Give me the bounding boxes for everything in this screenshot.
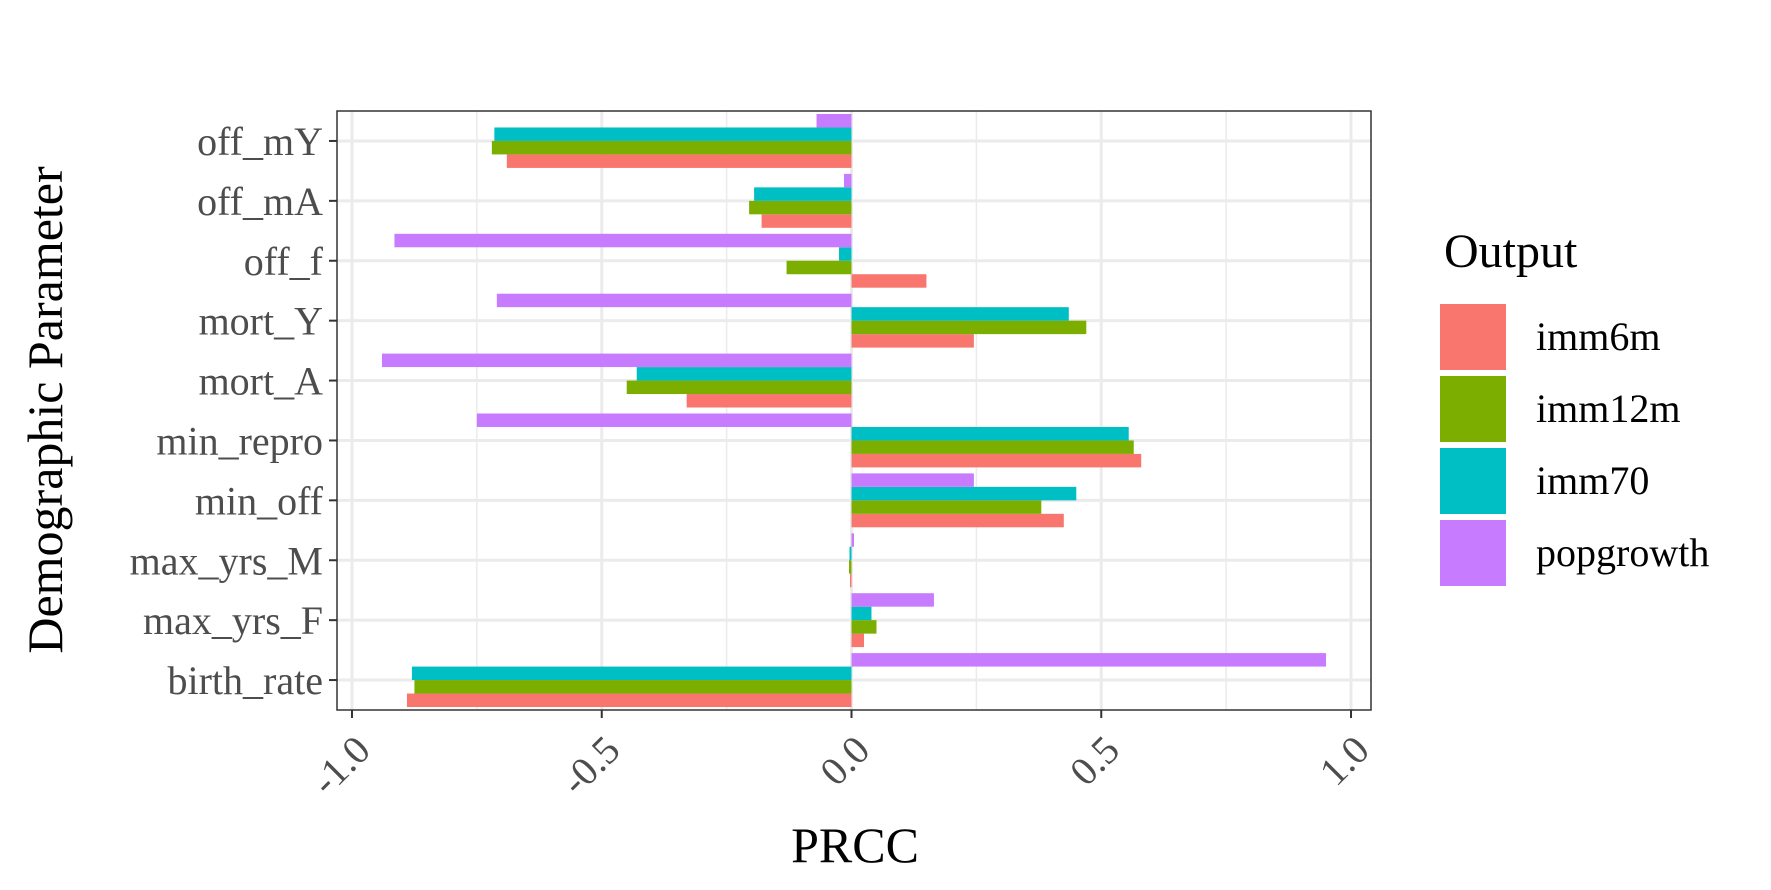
y-axis-title: Demographic Parameter bbox=[17, 166, 73, 654]
bar-birth_rate-popgrowth bbox=[851, 653, 1327, 667]
y-tick-label: min_off bbox=[195, 478, 324, 523]
bar-off_mY-imm12m bbox=[491, 140, 852, 155]
legend-key-imm70 bbox=[1440, 448, 1506, 514]
bar-min_off-popgrowth bbox=[851, 473, 974, 487]
bar-off_mA-popgrowth bbox=[844, 173, 852, 188]
y-tick-label: off_mY bbox=[197, 119, 323, 164]
bar-min_off-imm12m bbox=[851, 500, 1042, 514]
bar-mort_Y-imm6m bbox=[851, 334, 974, 348]
bar-mort_A-imm12m bbox=[626, 380, 852, 395]
legend-key-popgrowth bbox=[1440, 520, 1506, 586]
y-tick-label: off_mA bbox=[197, 179, 323, 224]
legend-label-imm6m: imm6m bbox=[1536, 314, 1660, 359]
bar-birth_rate-imm6m bbox=[406, 693, 852, 708]
bar-off_mA-imm12m bbox=[749, 200, 852, 215]
bar-off_f-imm12m bbox=[786, 260, 852, 275]
bar-off_mY-imm6m bbox=[506, 154, 852, 168]
x-axis-title: PRCC bbox=[791, 817, 919, 873]
bar-min_off-imm6m bbox=[851, 513, 1064, 528]
bar-mort_A-imm70 bbox=[636, 367, 852, 381]
bar-max_yrs_M-popgrowth bbox=[851, 533, 854, 547]
y-tick-label: mort_A bbox=[199, 359, 324, 404]
legend: Output imm6m imm12m imm70 popgrowth bbox=[1440, 225, 1709, 586]
y-tick-label: mort_Y bbox=[199, 299, 323, 344]
bar-max_yrs_M-imm12m bbox=[849, 560, 852, 574]
y-tick-label: max_yrs_M bbox=[130, 538, 323, 583]
legend-label-imm12m: imm12m bbox=[1536, 386, 1680, 431]
y-tick-label: birth_rate bbox=[168, 658, 324, 703]
bar-min_repro-imm6m bbox=[851, 453, 1142, 468]
bar-min_off-imm70 bbox=[851, 486, 1077, 501]
bar-min_repro-popgrowth bbox=[476, 413, 852, 427]
legend-key-imm6m bbox=[1440, 304, 1506, 370]
y-tick-label: min_repro bbox=[156, 418, 323, 463]
legend-label-imm70: imm70 bbox=[1536, 458, 1649, 503]
bar-max_yrs_F-popgrowth bbox=[851, 593, 934, 607]
bar-mort_Y-popgrowth bbox=[496, 293, 852, 308]
y-tick-label: max_yrs_F bbox=[143, 598, 323, 643]
bar-off_f-popgrowth bbox=[394, 233, 852, 248]
bar-min_repro-imm12m bbox=[851, 440, 1134, 454]
bar-off_f-imm6m bbox=[851, 274, 927, 288]
bar-min_repro-imm70 bbox=[851, 426, 1129, 441]
bar-birth_rate-imm70 bbox=[411, 666, 852, 681]
bar-max_yrs_F-imm6m bbox=[851, 633, 864, 648]
bar-off_f-imm70 bbox=[839, 247, 852, 261]
bar-birth_rate-imm12m bbox=[414, 680, 852, 694]
bar-max_yrs_F-imm12m bbox=[851, 620, 877, 634]
bar-max_yrs_F-imm70 bbox=[851, 606, 872, 621]
bar-mort_Y-imm70 bbox=[851, 307, 1069, 321]
bar-mort_A-imm6m bbox=[686, 394, 852, 408]
legend-key-imm12m bbox=[1440, 376, 1506, 442]
plot-panel-border bbox=[336, 110, 1372, 711]
bar-off_mY-imm70 bbox=[494, 127, 852, 141]
bar-off_mA-imm70 bbox=[754, 187, 852, 201]
bar-max_yrs_M-imm70 bbox=[849, 546, 852, 561]
bar-max_yrs_M-imm6m bbox=[850, 573, 852, 588]
bar-off_mA-imm6m bbox=[761, 214, 852, 228]
legend-title: Output bbox=[1444, 225, 1578, 278]
bar-mort_A-popgrowth bbox=[381, 353, 852, 368]
bar-mort_Y-imm12m bbox=[851, 320, 1087, 335]
bar-off_mY-popgrowth bbox=[816, 113, 852, 128]
y-tick-label: off_f bbox=[244, 239, 324, 284]
legend-label-popgrowth: popgrowth bbox=[1536, 530, 1709, 575]
